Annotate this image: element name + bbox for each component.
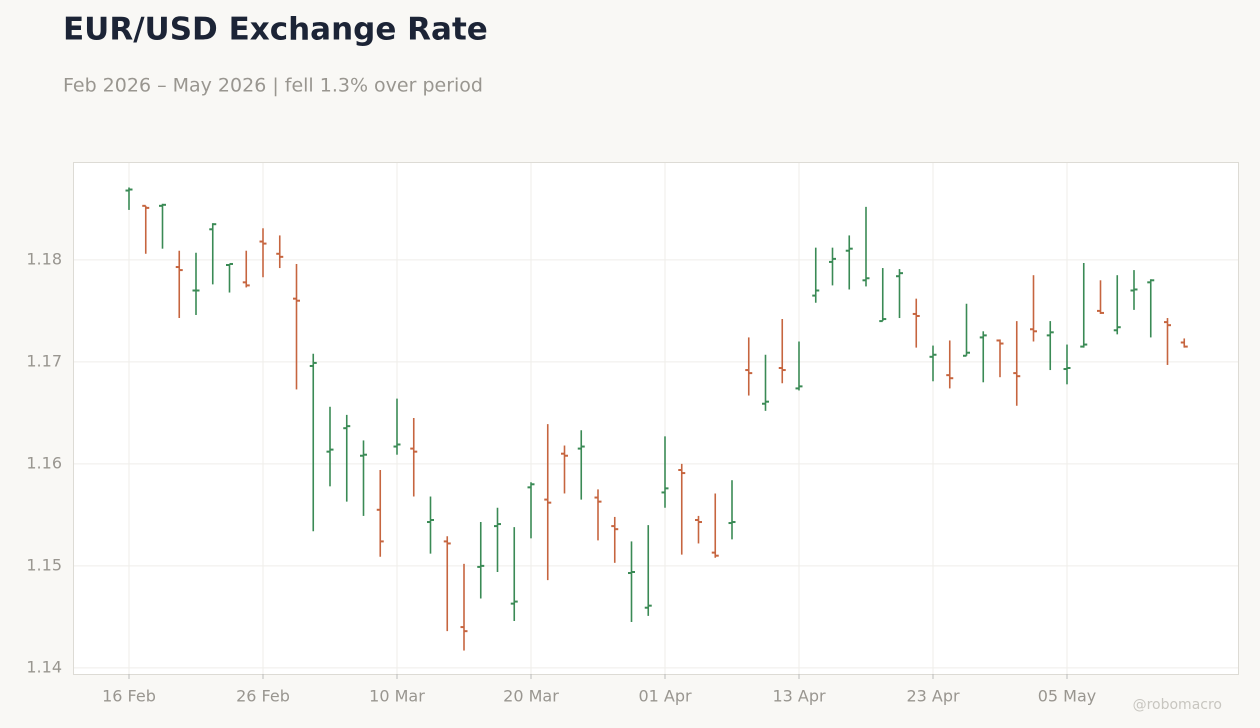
plot-area	[73, 162, 1239, 675]
chart-subtitle: Feb 2026 – May 2026 | fell 1.3% over per…	[63, 75, 483, 97]
y-tick-label: 1.16	[26, 453, 62, 472]
x-tick-label: 10 Mar	[369, 687, 425, 706]
x-tick-label: 16 Feb	[102, 687, 156, 706]
x-tick-label: 26 Feb	[236, 687, 290, 706]
chart-title: EUR/USD Exchange Rate	[63, 12, 488, 48]
x-tick-label: 13 Apr	[772, 687, 826, 706]
x-tick-label: 05 May	[1038, 687, 1097, 706]
watermark: @robomacro	[1133, 697, 1222, 713]
x-tick-label: 01 Apr	[638, 687, 692, 706]
x-tick-label: 20 Mar	[503, 687, 559, 706]
y-tick-label: 1.14	[26, 657, 62, 676]
y-tick-label: 1.17	[26, 351, 62, 370]
y-tick-label: 1.18	[26, 249, 62, 268]
x-tick-label: 23 Apr	[906, 687, 960, 706]
y-tick-label: 1.15	[26, 555, 62, 574]
